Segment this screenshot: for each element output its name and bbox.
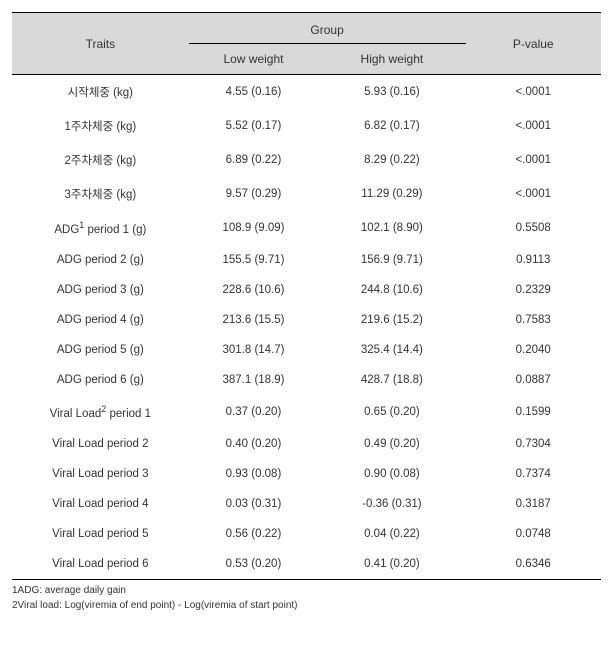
table-row: Viral Load period 30.93 (0.08)0.90 (0.08… bbox=[12, 459, 601, 489]
header-row-top: Traits Group P-value bbox=[12, 13, 601, 44]
pvalue-cell: <.0001 bbox=[466, 143, 601, 177]
high-weight-header-cell: High weight bbox=[318, 44, 465, 75]
pvalue-cell: 0.7304 bbox=[466, 429, 601, 459]
table-row: ADG period 2 (g)155.5 (9.71)156.9 (9.71)… bbox=[12, 245, 601, 275]
pvalue-header-cell: P-value bbox=[466, 13, 601, 75]
table-row: 3주차체중 (kg)9.57 (0.29)11.29 (0.29)<.0001 bbox=[12, 177, 601, 211]
trait-cell: ADG period 4 (g) bbox=[12, 305, 189, 335]
low-weight-cell: 0.56 (0.22) bbox=[189, 519, 319, 549]
table-row: Viral Load period 40.03 (0.31)-0.36 (0.3… bbox=[12, 489, 601, 519]
pvalue-cell: 0.6346 bbox=[466, 549, 601, 580]
pvalue-cell: 0.0748 bbox=[466, 519, 601, 549]
trait-cell: Viral Load period 5 bbox=[12, 519, 189, 549]
low-weight-cell: 301.8 (14.7) bbox=[189, 335, 319, 365]
table-row: Viral Load period 50.56 (0.22)0.04 (0.22… bbox=[12, 519, 601, 549]
table-row: ADG period 6 (g)387.1 (18.9)428.7 (18.8)… bbox=[12, 365, 601, 395]
results-table-container: Traits Group P-value Low weight High wei… bbox=[12, 12, 601, 613]
low-weight-header-cell: Low weight bbox=[189, 44, 319, 75]
low-weight-cell: 0.53 (0.20) bbox=[189, 549, 319, 580]
low-weight-cell: 213.6 (15.5) bbox=[189, 305, 319, 335]
table-row: ADG period 3 (g)228.6 (10.6)244.8 (10.6)… bbox=[12, 275, 601, 305]
traits-header-cell: Traits bbox=[12, 13, 189, 75]
low-weight-cell: 0.40 (0.20) bbox=[189, 429, 319, 459]
low-weight-cell: 9.57 (0.29) bbox=[189, 177, 319, 211]
pvalue-cell: 0.7374 bbox=[466, 459, 601, 489]
high-weight-cell: 244.8 (10.6) bbox=[318, 275, 465, 305]
trait-cell: Viral Load period 4 bbox=[12, 489, 189, 519]
table-row: 1주차체중 (kg)5.52 (0.17)6.82 (0.17)<.0001 bbox=[12, 109, 601, 143]
pvalue-cell: 0.2329 bbox=[466, 275, 601, 305]
pvalue-cell: 0.2040 bbox=[466, 335, 601, 365]
trait-cell: Viral Load period 3 bbox=[12, 459, 189, 489]
trait-cell: 2주차체중 (kg) bbox=[12, 143, 189, 177]
low-weight-cell: 4.55 (0.16) bbox=[189, 75, 319, 110]
low-weight-cell: 228.6 (10.6) bbox=[189, 275, 319, 305]
low-weight-cell: 0.03 (0.31) bbox=[189, 489, 319, 519]
high-weight-cell: 156.9 (9.71) bbox=[318, 245, 465, 275]
high-weight-cell: 11.29 (0.29) bbox=[318, 177, 465, 211]
high-weight-cell: 325.4 (14.4) bbox=[318, 335, 465, 365]
pvalue-cell: 0.9113 bbox=[466, 245, 601, 275]
trait-cell: Viral Load period 6 bbox=[12, 549, 189, 580]
pvalue-cell: <.0001 bbox=[466, 75, 601, 110]
table-body: 시작체중 (kg)4.55 (0.16)5.93 (0.16)<.00011주차… bbox=[12, 75, 601, 580]
low-weight-cell: 6.89 (0.22) bbox=[189, 143, 319, 177]
pvalue-cell: 0.1599 bbox=[466, 395, 601, 429]
results-table: Traits Group P-value Low weight High wei… bbox=[12, 12, 601, 580]
high-weight-cell: 428.7 (18.8) bbox=[318, 365, 465, 395]
table-row: 시작체중 (kg)4.55 (0.16)5.93 (0.16)<.0001 bbox=[12, 75, 601, 110]
low-weight-cell: 0.93 (0.08) bbox=[189, 459, 319, 489]
table-row: Viral Load period 20.40 (0.20)0.49 (0.20… bbox=[12, 429, 601, 459]
trait-cell: Viral Load2 period 1 bbox=[12, 395, 189, 429]
high-weight-cell: 219.6 (15.2) bbox=[318, 305, 465, 335]
table-row: 2주차체중 (kg)6.89 (0.22)8.29 (0.22)<.0001 bbox=[12, 143, 601, 177]
trait-cell: ADG period 5 (g) bbox=[12, 335, 189, 365]
trait-cell: Viral Load period 2 bbox=[12, 429, 189, 459]
trait-cell: 3주차체중 (kg) bbox=[12, 177, 189, 211]
footnotes: 1ADG: average daily gain 2Viral load: Lo… bbox=[12, 584, 601, 613]
pvalue-cell: 0.5508 bbox=[466, 211, 601, 245]
high-weight-cell: 0.90 (0.08) bbox=[318, 459, 465, 489]
high-weight-cell: 0.04 (0.22) bbox=[318, 519, 465, 549]
low-weight-cell: 387.1 (18.9) bbox=[189, 365, 319, 395]
table-row: Viral Load2 period 10.37 (0.20)0.65 (0.2… bbox=[12, 395, 601, 429]
trait-cell: ADG period 2 (g) bbox=[12, 245, 189, 275]
high-weight-cell: 8.29 (0.22) bbox=[318, 143, 465, 177]
pvalue-cell: 0.3187 bbox=[466, 489, 601, 519]
table-header: Traits Group P-value Low weight High wei… bbox=[12, 13, 601, 75]
high-weight-cell: -0.36 (0.31) bbox=[318, 489, 465, 519]
high-weight-cell: 5.93 (0.16) bbox=[318, 75, 465, 110]
trait-cell: ADG period 6 (g) bbox=[12, 365, 189, 395]
high-weight-cell: 0.41 (0.20) bbox=[318, 549, 465, 580]
trait-cell: 시작체중 (kg) bbox=[12, 75, 189, 110]
high-weight-cell: 0.49 (0.20) bbox=[318, 429, 465, 459]
group-header-cell: Group bbox=[189, 13, 466, 44]
trait-cell: ADG period 3 (g) bbox=[12, 275, 189, 305]
pvalue-cell: <.0001 bbox=[466, 177, 601, 211]
table-row: Viral Load period 60.53 (0.20)0.41 (0.20… bbox=[12, 549, 601, 580]
trait-cell: ADG1 period 1 (g) bbox=[12, 211, 189, 245]
table-row: ADG1 period 1 (g)108.9 (9.09)102.1 (8.90… bbox=[12, 211, 601, 245]
high-weight-cell: 102.1 (8.90) bbox=[318, 211, 465, 245]
pvalue-cell: 0.0887 bbox=[466, 365, 601, 395]
pvalue-cell: 0.7583 bbox=[466, 305, 601, 335]
footnote-2: 2Viral load: Log(viremia of end point) -… bbox=[12, 599, 601, 613]
trait-cell: 1주차체중 (kg) bbox=[12, 109, 189, 143]
low-weight-cell: 155.5 (9.71) bbox=[189, 245, 319, 275]
low-weight-cell: 5.52 (0.17) bbox=[189, 109, 319, 143]
low-weight-cell: 108.9 (9.09) bbox=[189, 211, 319, 245]
high-weight-cell: 0.65 (0.20) bbox=[318, 395, 465, 429]
low-weight-cell: 0.37 (0.20) bbox=[189, 395, 319, 429]
footnote-1: 1ADG: average daily gain bbox=[12, 584, 601, 598]
table-row: ADG period 4 (g)213.6 (15.5)219.6 (15.2)… bbox=[12, 305, 601, 335]
high-weight-cell: 6.82 (0.17) bbox=[318, 109, 465, 143]
pvalue-cell: <.0001 bbox=[466, 109, 601, 143]
table-row: ADG period 5 (g)301.8 (14.7)325.4 (14.4)… bbox=[12, 335, 601, 365]
